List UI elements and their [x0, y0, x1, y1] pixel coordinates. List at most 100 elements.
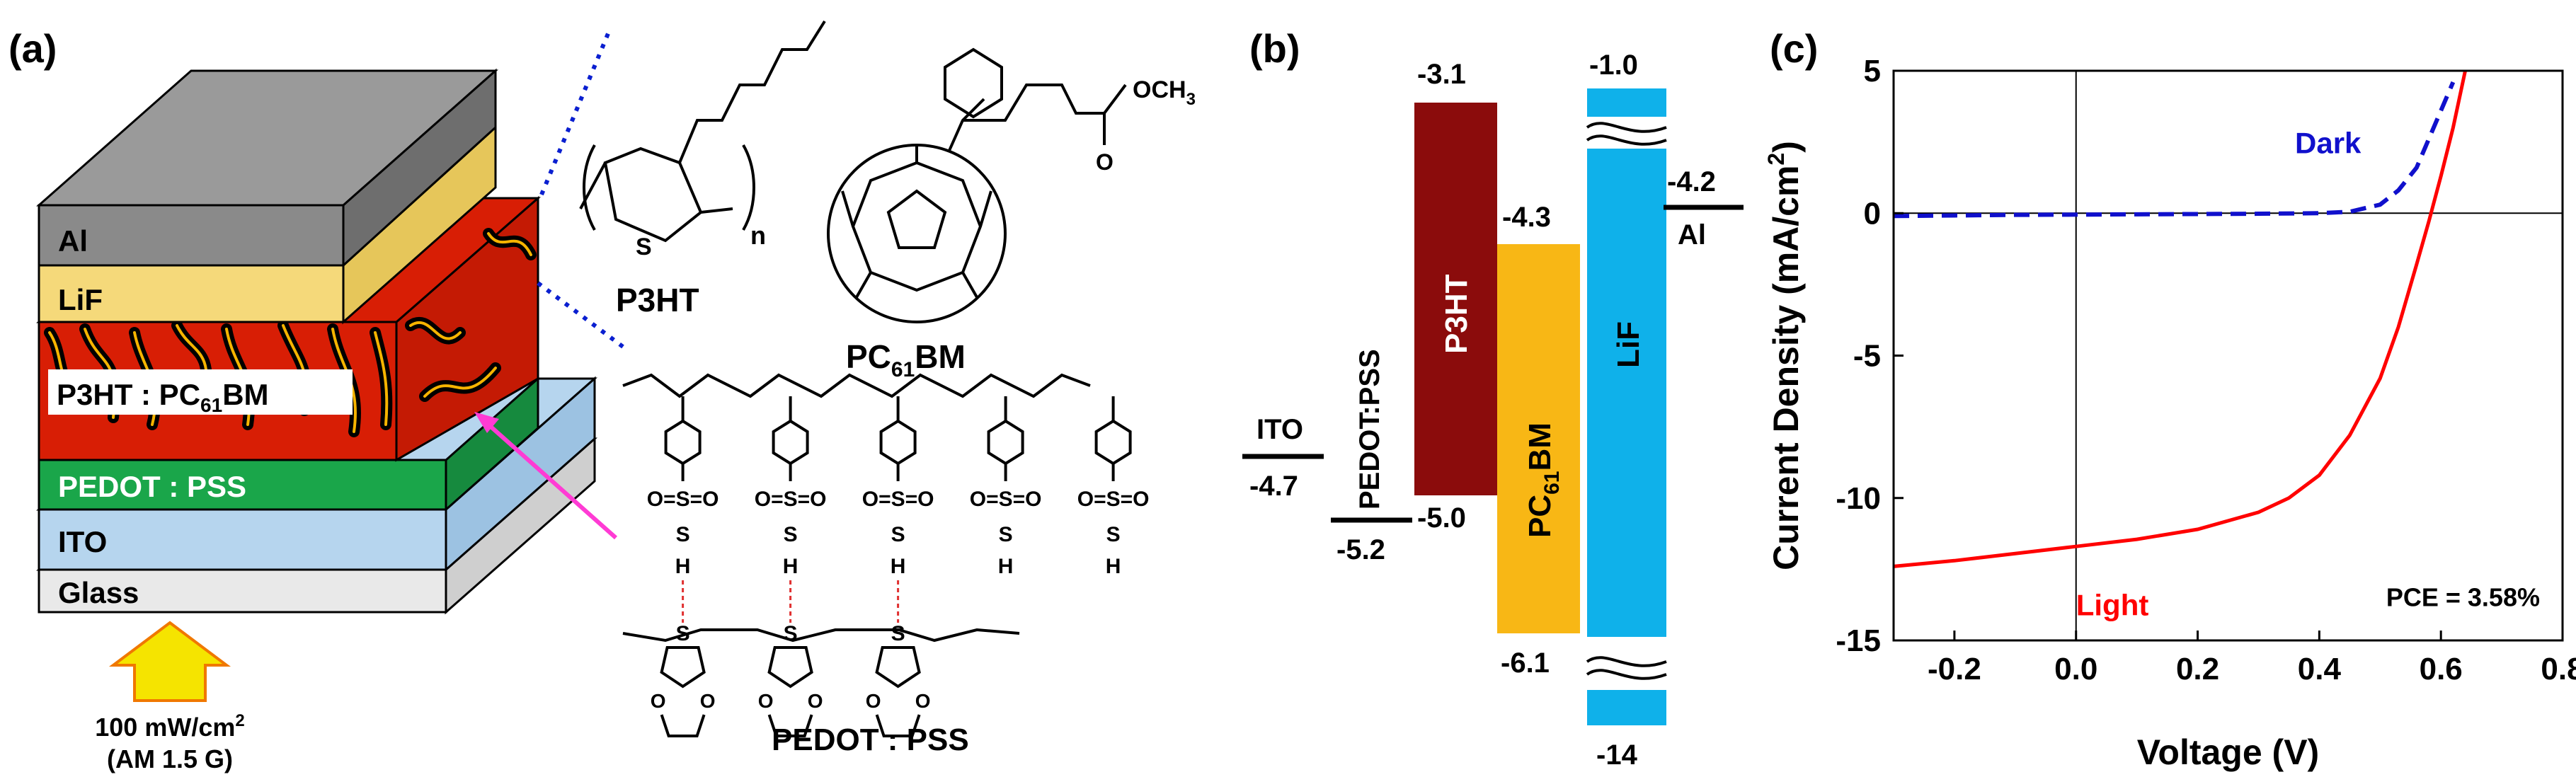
pedot-unit: S O O — [758, 622, 823, 737]
x-tick-label: 0.6 — [2420, 652, 2463, 686]
energy-level-panel: (b) ITO -4.7 PEDOT:PSS -5.2 -3.1 -5.0 P3… — [1232, 0, 1744, 777]
dioxane-ring — [875, 714, 921, 737]
tick-layer: -0.2 0.0 0.2 0.4 0.6 0.8 5 0 -5 -10 -15 — [1836, 54, 2576, 686]
p3ht-sulfur: S — [636, 234, 652, 260]
y-tick-label: 0 — [1864, 196, 1881, 231]
y-tick-label: 5 — [1864, 54, 1881, 88]
sulfonate-sulfur: S — [999, 523, 1013, 546]
pedot-unit: S O O — [866, 622, 930, 737]
series-layer — [1893, 70, 2467, 568]
x-tick-label: 0.2 — [2176, 652, 2219, 686]
pedot-unit: S O O — [651, 622, 716, 737]
interface-pointer-arrow — [474, 412, 617, 540]
pss-backbone — [622, 373, 1091, 398]
light-curve — [1893, 70, 2467, 568]
pcbm-energy-bar — [1497, 244, 1580, 633]
sulfonate-sulfur: S — [1106, 523, 1121, 546]
x-tick-label: 0.8 — [2541, 652, 2576, 686]
panel-a-label: (a) — [8, 26, 57, 71]
pedot-name: PEDOT:PSS — [1354, 349, 1385, 510]
dark-series-label: Dark — [2295, 127, 2362, 160]
p3ht-name: P3HT — [616, 282, 699, 318]
lif-layer — [38, 125, 497, 325]
pedot-layer-label: PEDOT : PSS — [58, 470, 246, 503]
lif-bar-label: LiF — [1611, 321, 1646, 368]
al-layer — [36, 68, 498, 268]
p3ht-lumo-value: -3.1 — [1417, 59, 1466, 90]
axis-break-bottom — [1586, 656, 1667, 680]
y-tick-label: -10 — [1836, 481, 1881, 516]
pcbm-bar-label: PC61BM — [1523, 422, 1564, 538]
sulfonate-hydrogen: H — [998, 555, 1014, 578]
benzene-ring — [879, 419, 917, 466]
glass-layer-label: Glass — [58, 576, 139, 609]
sulfonate-hydrogen: H — [1106, 555, 1121, 578]
benzene-ring — [664, 419, 702, 466]
pss-unit: O=S=O SH — [862, 396, 934, 623]
lif-layer-label: LiF — [58, 283, 103, 316]
sulfonate-sulfur: S — [784, 523, 798, 546]
pcbm-homo-value: -6.1 — [1501, 648, 1550, 679]
active-label-box — [48, 369, 353, 415]
illumination-arrow — [109, 621, 231, 702]
lif-bottom-segment — [1587, 690, 1666, 725]
dioxane-ring — [767, 714, 813, 737]
y-axis-label: Current Density (mA/cm2) — [1763, 141, 1806, 570]
thiophene-sulfur: S — [784, 622, 798, 645]
zoom-line — [537, 281, 624, 349]
sulfonate-hydrogen: H — [783, 555, 798, 578]
pcbm-lumo-value: -4.3 — [1502, 202, 1551, 233]
jv-curve-panel: (c) -0.2 0.0 0.2 0.4 0.6 0.8 5 0 -5 -10 -15 Voltag… — [1741, 0, 2576, 777]
dioxy-oxygen: O — [758, 690, 774, 712]
y-tick-label: -15 — [1836, 623, 1881, 658]
pss-unit: O=S=O SH — [755, 396, 826, 623]
illumination-spectrum: (AM 1.5 G) — [107, 744, 233, 773]
device-schematic: (a) Al LiF P3HT : PC61BM — [8, 20, 1196, 773]
dioxy-oxygen: O — [808, 690, 823, 712]
device-panel: (a) Al LiF P3HT : PC61BM — [0, 0, 1232, 777]
light-series-label: Light — [2076, 588, 2149, 621]
p3ht-energy-bar — [1414, 103, 1497, 495]
pedot-pss-name: PEDOT : PSS — [772, 723, 969, 757]
energy-level-diagram: (b) ITO -4.7 PEDOT:PSS -5.2 -3.1 -5.0 P3… — [1242, 26, 1744, 771]
benzene-ring — [1094, 419, 1132, 466]
pedot-structure: S O O S O O S O O — [622, 622, 1020, 737]
dioxy-oxygen: O — [700, 690, 716, 712]
pedot-layer — [38, 376, 539, 512]
pedot-backbone — [622, 628, 1020, 643]
benzene-ring — [987, 419, 1024, 466]
p3ht-bar-label: P3HT — [1439, 274, 1474, 354]
thiophene-ring — [660, 646, 706, 689]
sulfonate-sulfur: S — [676, 523, 690, 546]
p3ht-structure — [579, 20, 826, 243]
axis-break-top — [1586, 122, 1667, 146]
x-tick-label: 0.4 — [2298, 652, 2342, 686]
pce-annotation: PCE = 3.58% — [2386, 583, 2540, 612]
thiophene-sulfur: S — [676, 622, 690, 645]
benzene-ring — [772, 419, 809, 466]
dark-curve — [1893, 81, 2456, 219]
pcbm-name: PC61BM — [846, 338, 966, 381]
dioxy-oxygen: O — [651, 690, 666, 712]
p3ht-homo-value: -5.0 — [1417, 502, 1466, 534]
active-layer-label: P3HT : PC61BM — [57, 378, 269, 416]
pss-unit: O=S=O SH — [1077, 396, 1150, 578]
thiophene-sulfur: S — [891, 622, 905, 645]
sulfonate-sulfur: S — [891, 523, 905, 546]
p3ht-repeat-n: n — [750, 221, 766, 250]
sulfonate-group: O=S=O — [1077, 488, 1150, 511]
lif-bottom-value: -14 — [1596, 739, 1638, 771]
ito-layer-label: ITO — [58, 525, 107, 558]
sulfonate-group: O=S=O — [970, 488, 1042, 511]
pcbm-structure — [827, 47, 1127, 323]
jv-chart: (c) -0.2 0.0 0.2 0.4 0.6 0.8 5 0 -5 -10 -15 Voltag… — [1763, 26, 2576, 772]
sulfonate-hydrogen: H — [675, 555, 691, 578]
sulfonate-group: O=S=O — [647, 488, 719, 511]
y-tick-label: -5 — [1853, 339, 1881, 374]
pss-unit: O=S=O SH — [647, 396, 719, 623]
illumination-label: 100 mW/cm2 — [95, 711, 244, 742]
al-layer-label: Al — [58, 224, 88, 258]
dioxane-ring — [660, 714, 706, 737]
ito-level-value: -4.7 — [1249, 471, 1298, 502]
